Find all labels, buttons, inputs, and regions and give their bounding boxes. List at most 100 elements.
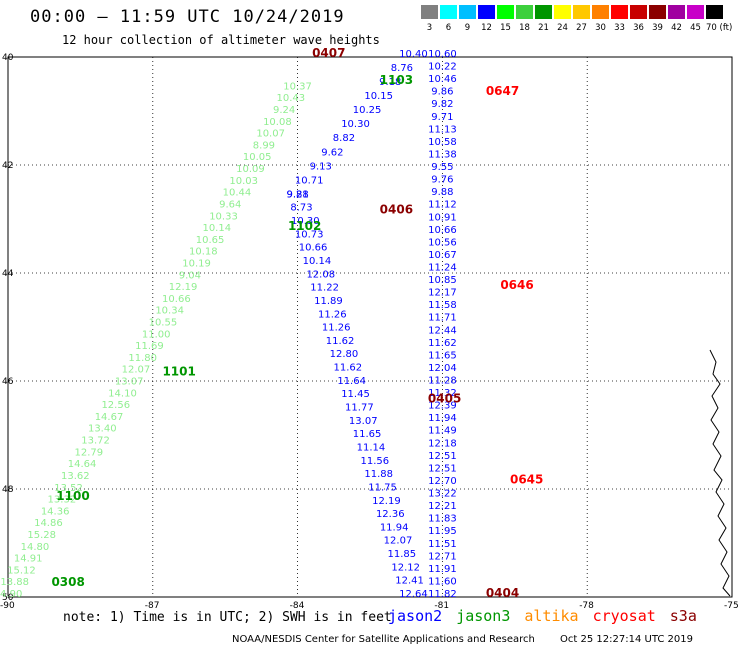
wave-height-point: 11.80	[128, 353, 157, 364]
wave-height-point: 10.09	[236, 164, 265, 175]
wave-height-point: 14.67	[95, 412, 124, 423]
legend-label: 21	[538, 23, 549, 33]
wave-height-point: 12.80	[330, 349, 359, 360]
legend-label: 33	[614, 23, 625, 33]
wave-height-point: 11.58	[428, 300, 457, 311]
time-stamp: 0406	[380, 203, 413, 217]
wave-height-point: 11.24	[428, 262, 457, 273]
wave-height-point: 9.82	[431, 99, 453, 110]
legend-label: 24	[557, 23, 568, 33]
wave-height-point: 11.71	[428, 313, 457, 324]
wave-height-point: 10.05	[243, 152, 272, 163]
legend-swatch	[554, 5, 571, 19]
wave-height-point: 10.91	[428, 212, 457, 223]
wave-height-point: 11.51	[428, 539, 457, 550]
legend-label: 15	[500, 23, 511, 33]
wave-height-point: 12.36	[376, 509, 405, 520]
wave-height-point: 10.67	[428, 250, 457, 261]
wave-height-point: 11.22	[310, 283, 339, 294]
chart-subtitle: 12 hour collection of altimeter wave hei…	[62, 33, 380, 47]
legend-label: 27	[576, 23, 587, 33]
time-stamp: 0646	[500, 278, 533, 292]
wave-height-point: 11.94	[380, 522, 409, 533]
wave-height-point: 9.71	[431, 112, 453, 123]
wave-height-point: 12.18	[428, 438, 457, 449]
legend-swatch	[649, 5, 666, 19]
wave-height-point: 10.14	[303, 256, 332, 267]
wave-height-point: 13.40	[88, 424, 117, 435]
wave-height-point: 11.89	[314, 296, 343, 307]
wave-height-point: 11.75	[368, 482, 397, 493]
wave-height-point: 11.28	[428, 376, 457, 387]
wave-height-point: 11.62	[333, 363, 362, 374]
lat-label: 44	[2, 269, 14, 279]
wave-height-point: 14.90	[0, 589, 22, 600]
lat-label: 40	[2, 53, 14, 63]
wave-height-point: 10.46	[428, 74, 457, 85]
satellite-s3a: s3a	[669, 607, 697, 625]
legend-label: 30	[595, 23, 606, 33]
legend-swatch	[478, 5, 495, 19]
satellite-jason3: jason3	[456, 607, 511, 625]
wave-height-point: 8.82	[333, 133, 355, 144]
plot-frame	[7, 56, 733, 598]
wave-height-point: 14.80	[21, 542, 50, 553]
wave-height-point: 10.08	[263, 117, 292, 128]
wave-height-point: 10.19	[182, 258, 211, 269]
wave-height-point: 8.73	[290, 203, 312, 214]
wave-height-point: 11.77	[345, 403, 374, 414]
legend-swatch	[687, 5, 704, 19]
wave-height-point: 11.00	[142, 329, 171, 340]
wave-height-point: 10.18	[189, 247, 218, 258]
time-stamp: 1102	[288, 219, 321, 233]
wave-height-point: 12.17	[428, 288, 457, 299]
wave-height-point: 10.71	[295, 175, 324, 186]
wave-height-point: 11.26	[318, 309, 347, 320]
legend-swatch	[497, 5, 514, 19]
wave-height-point: 10.66	[162, 294, 191, 305]
time-stamp: 0404	[486, 586, 519, 600]
legend-swatch	[668, 5, 685, 19]
wave-height-point: 13.07	[349, 416, 378, 427]
wave-height-point: 11.32	[428, 388, 457, 399]
wave-height-point: 10.44	[223, 188, 252, 199]
wave-height-point: 12.64	[399, 589, 428, 600]
wave-height-point: 9.18	[379, 77, 401, 88]
note-text: note: 1) Time is in UTC; 2) SWH is in fe…	[63, 610, 392, 625]
time-stamp: 0407	[312, 46, 345, 60]
wave-height-point: 13.72	[81, 436, 110, 447]
wave-height-point: 10.22	[428, 62, 457, 73]
wave-height-point: 10.25	[353, 105, 382, 116]
wave-height-point: 12.08	[306, 269, 335, 280]
wave-height-point: 14.86	[34, 518, 63, 529]
wave-height-point: 10.07	[256, 129, 285, 140]
wave-height-point: 12.71	[428, 551, 457, 562]
wave-height-point: 10.30	[341, 119, 370, 130]
wave-height-point: 11.91	[428, 564, 457, 575]
wave-height-point: 11.62	[428, 338, 457, 349]
wave-height-point: 11.14	[357, 442, 386, 453]
wave-height-point: 11.88	[364, 469, 393, 480]
footer: NOAA/NESDIS Center for Satellite Applica…	[232, 634, 715, 645]
time-stamp: 0645	[510, 473, 543, 487]
lat-label: 46	[2, 377, 14, 387]
wave-height-point: 11.49	[428, 426, 457, 437]
coastline	[709, 349, 731, 597]
wave-height-point: 11.12	[428, 200, 457, 211]
legend-label: 12	[481, 23, 492, 33]
wave-height-point: 12.39	[428, 401, 457, 412]
legend-swatch	[630, 5, 647, 19]
wave-height-point: 14.36	[41, 506, 70, 517]
wave-height-point: 12.51	[428, 463, 457, 474]
legend-swatch	[573, 5, 590, 19]
legend-label: 18	[519, 23, 530, 33]
satellite-legend: jason2 jason3 altika cryosat s3a	[388, 607, 711, 625]
wave-height-point: 12.56	[101, 400, 130, 411]
legend-swatch	[706, 5, 723, 19]
satellite-jason2: jason2	[388, 607, 443, 625]
wave-height-point: 11.56	[361, 456, 390, 467]
wave-height-point: 13.62	[61, 471, 90, 482]
wave-height-point: 12.07	[384, 536, 413, 547]
wave-height-point: 11.65	[353, 429, 382, 440]
